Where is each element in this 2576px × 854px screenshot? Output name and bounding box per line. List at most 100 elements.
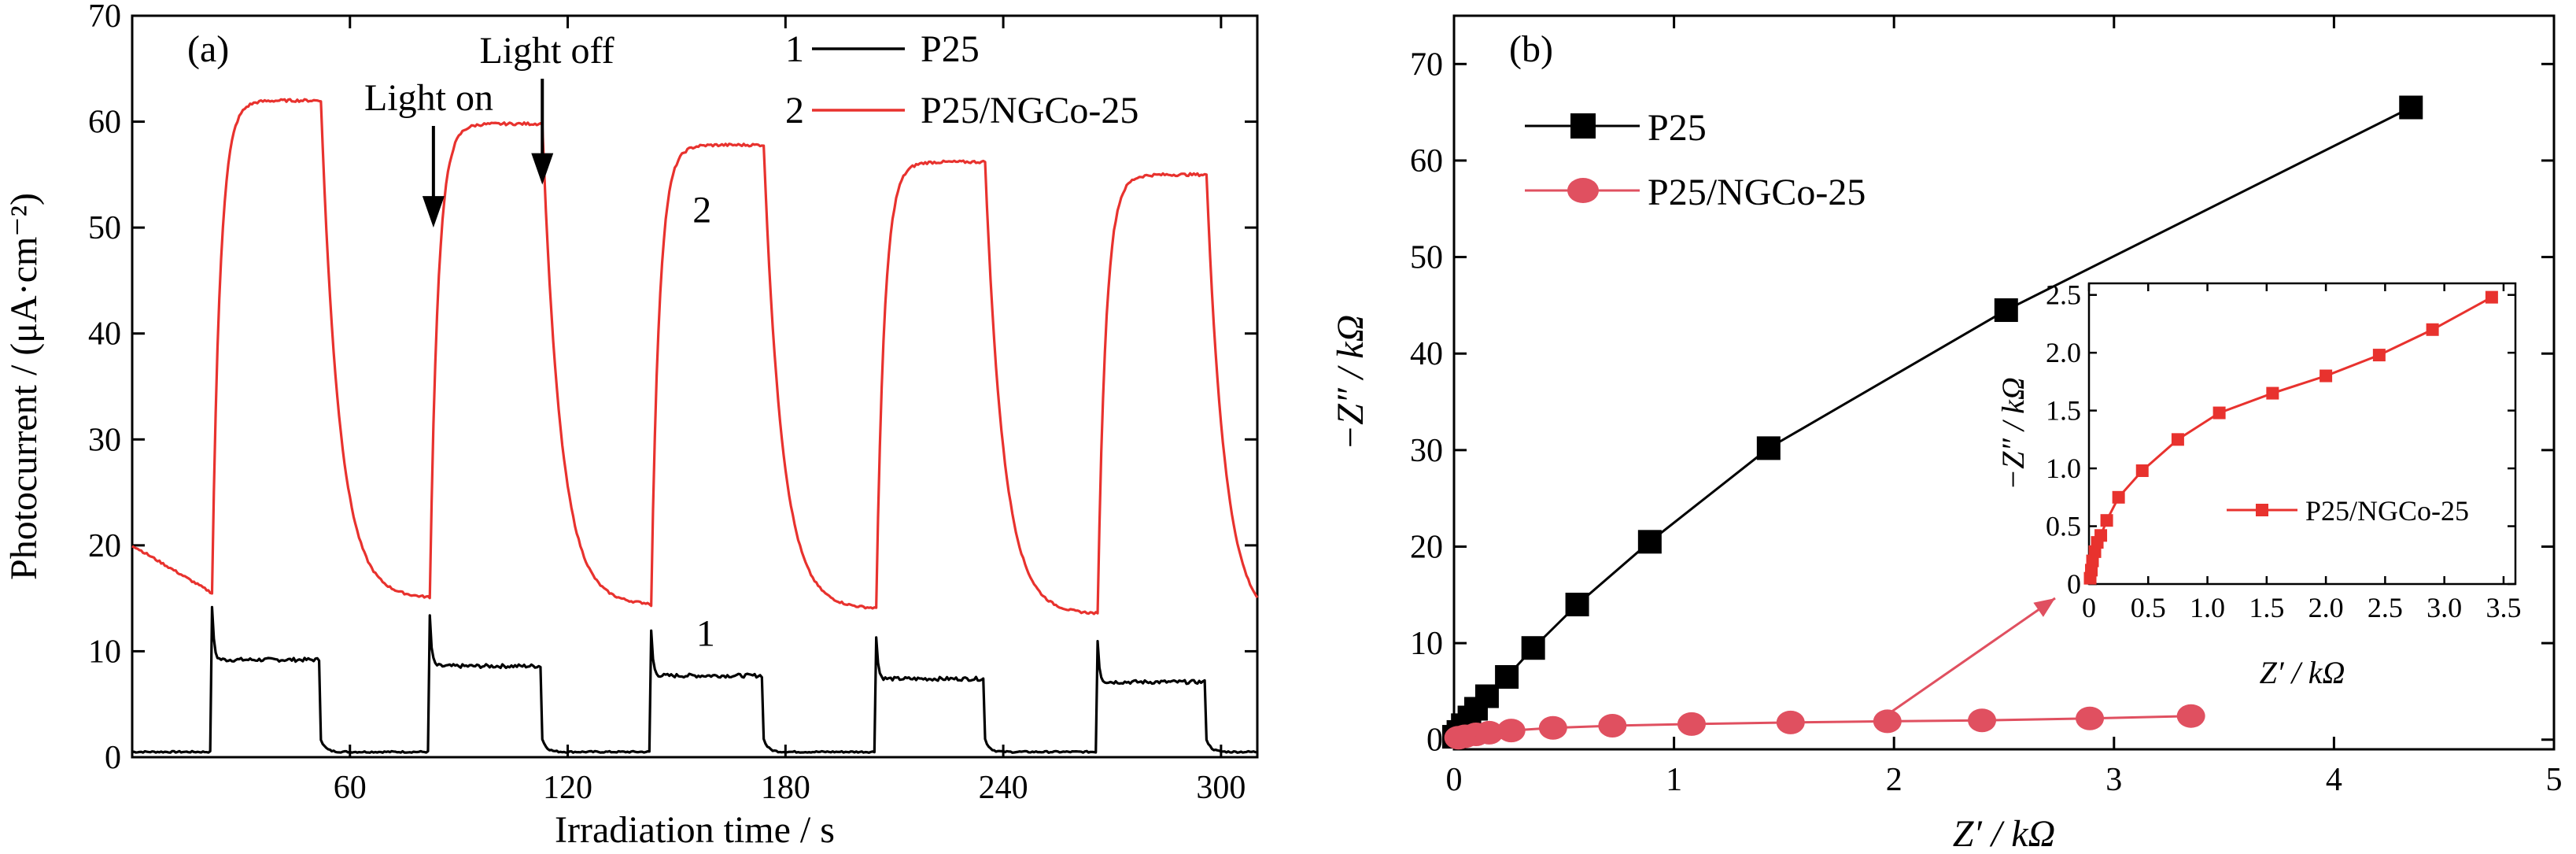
series-p25-ngco-marker — [1776, 710, 1805, 734]
inset-legend: P25/NGCo-25 — [2227, 495, 2469, 527]
inset-x-tick-label: 0.5 — [2131, 592, 2166, 623]
inset-legend-marker — [2256, 504, 2268, 516]
panel-b-inset: 0 0.5 1.0 1.5 2.0 2.5 3.0 3.5 0 0.5 1.0 1.5 2.0 2.5 P… — [1995, 279, 2521, 690]
inset-arrow-shaft — [1886, 597, 2056, 716]
legend-number: 2 — [785, 90, 804, 131]
y-tick-label: 60 — [1410, 143, 1443, 179]
inset-x-tick-label: 2.5 — [2367, 592, 2403, 623]
inset-y-tick-label: 2.0 — [2046, 337, 2081, 368]
y-tick-label: 20 — [88, 528, 121, 564]
y-tick-label: 30 — [1410, 433, 1443, 469]
light-off-arrow-head — [531, 153, 554, 185]
series-p25-marker — [1474, 684, 1499, 708]
y-tick-label: 60 — [88, 105, 121, 141]
legend-label: P25 — [1648, 107, 1707, 149]
y-tick-label: 50 — [88, 210, 121, 246]
legend-label: P25/NGCo-25 — [921, 90, 1139, 131]
series-p25-marker — [1756, 436, 1781, 460]
x-tick-label: 0 — [1446, 762, 1463, 798]
y-tick-label: 0 — [105, 740, 121, 776]
y-tick-label: 40 — [88, 316, 121, 353]
series-p25-ngco-line — [131, 98, 1259, 616]
y-tick-label: 70 — [1410, 46, 1443, 83]
inset-arrow-head — [2033, 598, 2055, 617]
y-tick-label: 40 — [1410, 336, 1443, 372]
series-p25-ngco-marker — [1873, 709, 1902, 734]
legend-label: P25 — [921, 28, 980, 70]
series-p25-line — [131, 605, 1258, 754]
inset-series-marker — [2094, 529, 2108, 542]
inset-x-tick-label: 1.5 — [2249, 592, 2284, 623]
inset-y-tick-label: 1.5 — [2046, 395, 2081, 427]
light-off-label: Light off — [479, 30, 614, 72]
y-tick-label: 50 — [1410, 240, 1443, 276]
series-p25-ngco-marker — [1677, 712, 1706, 736]
panel-b-x-axis-label: Z′ / kΩ — [1953, 813, 2056, 854]
series-p25-ngco-marker — [1968, 708, 1997, 733]
x-tick-label: 3 — [2105, 762, 2122, 798]
inset-series-marker — [2135, 464, 2149, 478]
panel-b-legend: P25 P25/NGCo-25 — [1525, 107, 1866, 213]
y-tick-label: 30 — [88, 422, 121, 458]
light-on-label: Light on — [364, 77, 493, 119]
y-tick-label: 10 — [1410, 626, 1443, 662]
x-tick-label: 2 — [1886, 762, 1902, 798]
y-tick-label: 0 — [1426, 723, 1443, 759]
panel-a-y-axis-label: Photocurrent / (μA·cm⁻²) — [3, 193, 45, 580]
panel-a-series — [131, 98, 1259, 754]
inset-ticks: 0 0.5 1.0 1.5 2.0 2.5 3.0 3.5 0 0.5 1.0 1.5 2.0 2.5 — [2046, 279, 2521, 623]
series-p25-marker — [1565, 593, 1589, 617]
inset-x-axis-label: Z′ / kΩ — [2260, 655, 2345, 690]
light-on-arrow-head — [422, 196, 445, 228]
legend-label: P25/NGCo-25 — [1648, 172, 1866, 213]
inset-x-tick-label: 0 — [2082, 592, 2096, 623]
legend-marker — [1567, 178, 1599, 203]
inset-series-marker — [2112, 490, 2125, 504]
series-p25-marker — [1521, 636, 1545, 660]
panel-b-y-axis-label: −Z″ / kΩ — [1330, 315, 1371, 450]
inset-x-tick-label: 1.0 — [2190, 592, 2225, 623]
inset-series-marker — [2212, 406, 2226, 420]
inset-series-marker — [2320, 369, 2333, 383]
series-p25-ngco-marker — [1474, 720, 1504, 745]
series-p25-marker — [2399, 95, 2423, 120]
inset-y-tick-label: 2.5 — [2046, 279, 2081, 311]
y-tick-label: 70 — [88, 0, 121, 35]
inset-series-marker — [2171, 433, 2184, 446]
x-tick-label: 4 — [2326, 762, 2342, 798]
curve-2-label: 2 — [692, 189, 711, 231]
x-tick-label: 5 — [2546, 762, 2563, 798]
legend-marker — [1570, 113, 1596, 139]
series-p25-ngco-marker — [1538, 715, 1567, 740]
inset-x-tick-label: 3.0 — [2427, 592, 2462, 623]
inset-series-marker — [2485, 290, 2498, 304]
x-tick-label: 180 — [761, 770, 810, 806]
legend-number: 1 — [785, 28, 804, 70]
x-tick-label: 240 — [979, 770, 1028, 806]
series-p25-ngco-marker — [1497, 719, 1526, 743]
inset-x-tick-label: 2.0 — [2308, 592, 2344, 623]
inset-x-tick-label: 3.5 — [2486, 592, 2521, 623]
inset-plot-frame — [2087, 282, 2517, 586]
panel-b-plot-frame — [1452, 14, 2556, 751]
inset-y-tick-label: 0 — [2067, 568, 2081, 600]
series-p25-ngco-marker — [2176, 704, 2205, 728]
series-p25-marker — [1994, 298, 2018, 323]
panel-a-x-axis-label: Irradiation time / s — [555, 809, 835, 851]
y-tick-label: 20 — [1410, 529, 1443, 565]
series-p25-ngco-marker — [2076, 706, 2105, 730]
inset-series-marker — [2372, 349, 2386, 362]
panel-a-plot-frame — [131, 14, 1259, 759]
series-p25-marker — [1637, 530, 1662, 554]
panel-a-annotations: Light on Light off 2 1 — [364, 30, 715, 655]
series-p25-ngco-marker — [1598, 713, 1627, 738]
series-p25-marker — [1495, 665, 1519, 689]
inset-series — [2083, 290, 2498, 585]
inset-legend-label: P25/NGCo-25 — [2305, 495, 2469, 527]
y-tick-label: 10 — [88, 634, 121, 670]
inset-y-tick-label: 0.5 — [2046, 511, 2081, 542]
